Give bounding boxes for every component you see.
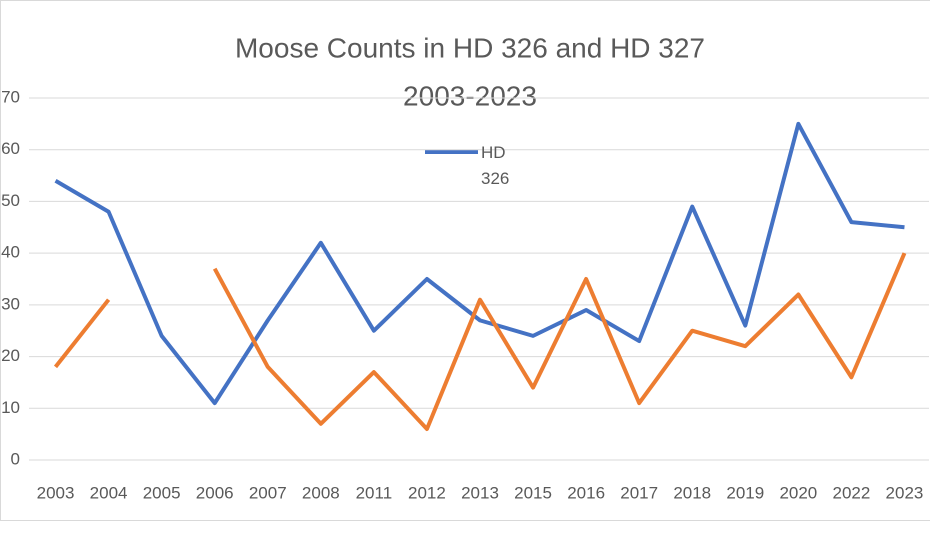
y-tick-label: 50 <box>1 191 20 210</box>
series-line <box>53 252 907 431</box>
chart-border <box>0 0 930 521</box>
y-tick-label: 20 <box>1 346 20 365</box>
legend-label: HD 326 <box>481 143 510 188</box>
x-tick-label: 2016 <box>567 483 605 502</box>
chart-title: Moose Counts in HD 326 and HD 327 <box>235 32 705 63</box>
y-tick-label: 60 <box>1 139 20 158</box>
x-tick-label: 2005 <box>143 483 181 502</box>
x-tick-label: 2007 <box>249 483 287 502</box>
x-tick-label: 2012 <box>408 483 446 502</box>
x-tick-label: 2011 <box>356 483 393 502</box>
x-tick-label: 2017 <box>620 483 658 502</box>
y-tick-label: 70 <box>1 87 20 106</box>
x-tick-label: 2018 <box>673 483 711 502</box>
y-tick-label: 30 <box>1 294 20 313</box>
x-tick-label: 2019 <box>726 483 764 502</box>
y-tick-label: 10 <box>1 398 20 417</box>
y-tick-label: 40 <box>1 243 20 262</box>
x-tick-label: 2004 <box>90 483 128 502</box>
x-tick-label: 2006 <box>196 483 234 502</box>
x-tick-label: 2020 <box>779 483 817 502</box>
y-tick-label: 0 <box>11 449 20 468</box>
x-tick-label: 2015 <box>514 483 552 502</box>
series-line <box>54 121 905 406</box>
x-tick-label: 2003 <box>37 483 75 502</box>
chart-subtitle: 2003-2023 <box>403 80 537 111</box>
x-tick-label: 2022 <box>832 483 870 502</box>
grid <box>29 97 929 461</box>
x-tick-label: 2013 <box>461 483 499 502</box>
x-tick-label: 2023 <box>886 483 924 502</box>
x-tick-label: 2008 <box>302 483 340 502</box>
